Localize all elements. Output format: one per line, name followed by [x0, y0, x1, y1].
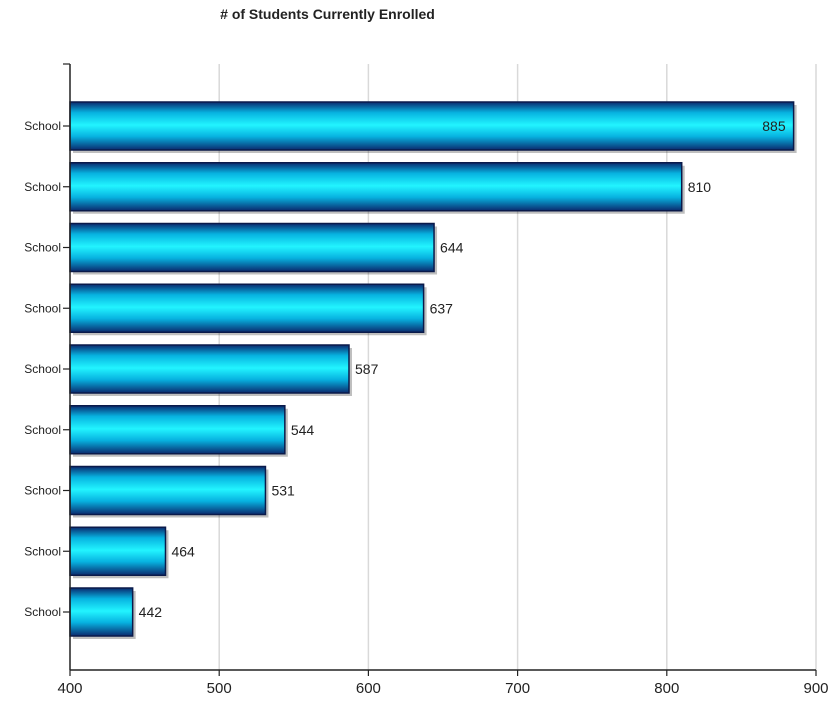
- axes: [63, 63, 817, 676]
- data-label: 587: [355, 361, 379, 377]
- x-tick-label: 500: [207, 680, 232, 697]
- bar[interactable]: [69, 344, 350, 394]
- data-label: 885: [762, 118, 786, 134]
- x-tick-label: 600: [356, 680, 381, 697]
- data-label: 544: [291, 422, 315, 438]
- category-label: School: [24, 484, 61, 498]
- bars: [69, 101, 797, 639]
- data-label: 644: [440, 240, 464, 256]
- bar[interactable]: [69, 587, 134, 637]
- data-label: 442: [139, 604, 163, 620]
- bar[interactable]: [69, 283, 425, 333]
- category-label: School: [24, 605, 61, 619]
- x-tick-label: 900: [803, 680, 828, 697]
- category-label: School: [24, 362, 61, 376]
- data-label: 810: [688, 179, 712, 195]
- category-label: School: [24, 241, 61, 255]
- bar[interactable]: [69, 405, 286, 455]
- bar[interactable]: [69, 526, 167, 576]
- bar[interactable]: [69, 222, 435, 273]
- bar[interactable]: [69, 465, 267, 516]
- data-label: 464: [171, 543, 195, 559]
- category-label: School: [24, 301, 61, 315]
- category-label: School: [24, 423, 61, 437]
- data-label: 637: [430, 300, 454, 316]
- x-tick-label: 400: [57, 680, 82, 697]
- x-tick-label: 700: [505, 680, 530, 697]
- labels: 400 500 600 700 800 900 School 885 School 810 Scho…: [24, 118, 828, 697]
- bar[interactable]: [69, 162, 683, 212]
- x-tick-label: 800: [654, 680, 679, 697]
- data-label: 531: [271, 483, 295, 499]
- bar[interactable]: [69, 101, 795, 151]
- chart-title: # of Students Currently Enrolled: [220, 6, 435, 22]
- category-label: School: [24, 544, 61, 558]
- category-label: School: [24, 119, 61, 133]
- category-label: School: [24, 180, 61, 194]
